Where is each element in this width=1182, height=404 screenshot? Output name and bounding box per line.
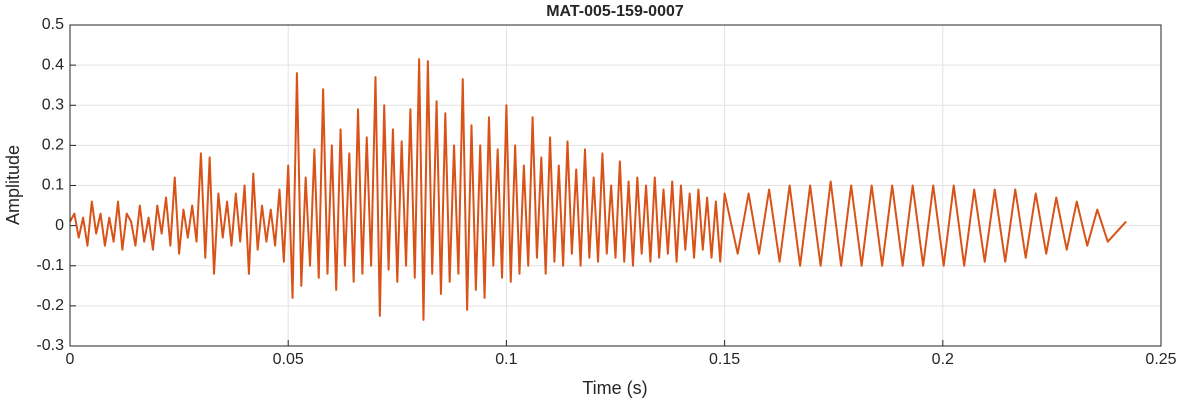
x-tick-label: 0.05: [273, 351, 304, 368]
x-tick-label: 0.15: [709, 351, 740, 368]
x-axis-label: Time (s): [582, 378, 647, 398]
waveform-line: [69, 58, 1127, 321]
y-tick-label: 0.3: [42, 96, 64, 113]
ticks: 0 0.05 0.1 0.15 0.2 0.25 -0.3 -0.2 -0.1 0 0.1 0.2 0.…: [36, 16, 1176, 368]
series: [69, 58, 1127, 321]
y-tick-label: -0.2: [36, 297, 64, 314]
y-tick-label: 0: [55, 217, 64, 234]
x-tick-label: 0: [66, 351, 75, 368]
x-tick-label: 0.1: [495, 351, 517, 368]
y-tick-label: 0.4: [42, 56, 64, 73]
y-tick-label: -0.1: [36, 257, 64, 274]
y-tick-label: 0.1: [42, 177, 64, 194]
x-tick-label: 0.25: [1145, 351, 1176, 368]
y-axis-label: Amplitude: [3, 145, 23, 225]
chart-title: MAT-005-159-0007: [546, 3, 684, 20]
x-tick-label: 0.2: [932, 351, 954, 368]
y-tick-label: 0.2: [42, 137, 64, 154]
y-tick-label: 0.5: [42, 16, 64, 33]
y-tick-label: -0.3: [36, 337, 64, 354]
